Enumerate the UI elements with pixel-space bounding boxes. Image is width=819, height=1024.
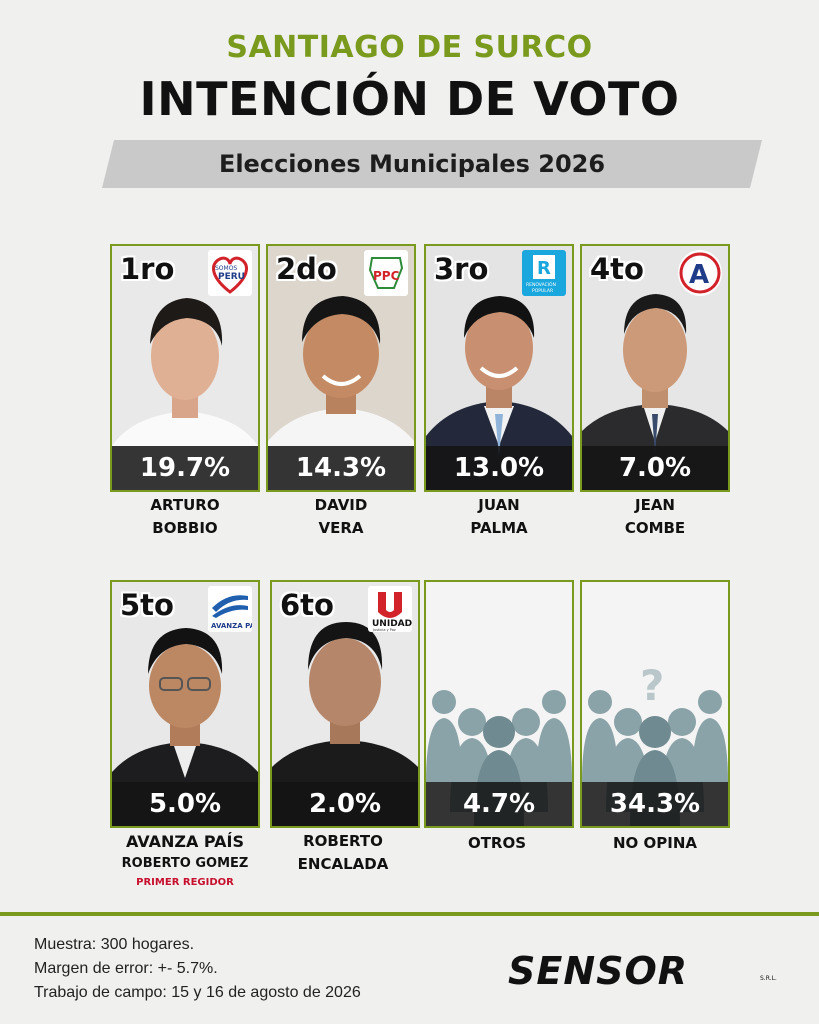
candidate-name-line2: ENCALADA xyxy=(297,855,389,873)
rank-label: 4to xyxy=(590,252,644,286)
candidate-name-line1: ARTURO xyxy=(150,496,220,514)
vote-percentage: 4.7% xyxy=(426,782,572,826)
ppc-logo: PPC xyxy=(364,250,408,296)
vote-percentage: 13.0% xyxy=(426,446,572,490)
logo-text: A xyxy=(689,260,709,290)
page-title: INTENCIÓN DE VOTO xyxy=(139,72,680,126)
candidate-card-3: 3ro R RENOVACIÓN POPULAR 13.0% xyxy=(424,244,574,492)
rank-label: 1ro xyxy=(120,252,175,286)
vote-percentage: 19.7% xyxy=(112,446,258,490)
candidate-name-line2: COMBE xyxy=(624,519,686,537)
candidate-name-line1: JEAN xyxy=(635,496,675,514)
candidate-name-line2: PALMA xyxy=(470,519,528,537)
candidate-name-line1: AVANZA PAÍS xyxy=(125,832,245,851)
logo-text: PPC xyxy=(373,269,400,283)
candidate-name-line1: DAVID xyxy=(314,496,368,514)
logo-text: RENOVACIÓN xyxy=(526,281,556,288)
logo-subtext: Justicia y Paz xyxy=(372,628,396,632)
regidor-note: PRIMER REGIDOR xyxy=(136,877,234,888)
candidate-name-line1: JUAN xyxy=(478,496,520,514)
candidate-name-line2: VERA xyxy=(318,519,364,537)
svg-text:?: ? xyxy=(640,661,664,710)
rank-label: 6to xyxy=(280,588,334,622)
no-opina-label: NO OPINA xyxy=(612,834,698,852)
rank-label: 5to xyxy=(120,588,174,622)
candidate-name-line1: ROBERTO xyxy=(303,832,383,850)
candidate-card-4: 4to A 7.0% xyxy=(580,244,730,492)
vote-percentage: 5.0% xyxy=(112,782,258,826)
candidate-name-line2: BOBBIO xyxy=(152,519,218,537)
alianza-logo: A xyxy=(678,250,722,296)
fieldwork-text: Trabajo de campo: 15 y 16 de agosto de 2… xyxy=(34,984,361,1001)
logo-text: POPULAR xyxy=(532,288,553,294)
logo-text: SOMOS xyxy=(215,265,237,272)
election-banner: Elecciones Municipales 2026 xyxy=(218,150,606,178)
banner-background xyxy=(102,140,762,188)
svg-text:R: R xyxy=(537,258,551,279)
vote-percentage: 34.3% xyxy=(582,782,728,826)
margin-text: Margen de error: +- 5.7%. xyxy=(34,960,218,977)
avanza-pais-logo: AVANZA PAÍS xyxy=(208,586,252,632)
footer-divider xyxy=(0,912,819,916)
logo-text: AVANZA PAÍS xyxy=(211,621,252,630)
brand-suffix: S.R.L. xyxy=(760,975,777,982)
vote-percentage: 7.0% xyxy=(582,446,728,490)
logo-text: PERU xyxy=(218,272,245,282)
district-title: SANTIAGO DE SURCO xyxy=(226,30,593,65)
somos-peru-logo: SOMOS PERU xyxy=(208,250,252,296)
sample-text: Muestra: 300 hogares. xyxy=(34,936,195,953)
no-opina-card: ? 34.3% xyxy=(580,580,730,828)
brand-name: SENSOR xyxy=(508,949,688,993)
rank-label: 2do xyxy=(276,252,337,286)
rank-label: 3ro xyxy=(434,252,489,286)
candidate-card-1: 1ro SOMOS PERU 19.7% xyxy=(110,244,260,492)
candidate-card-5: 5to AVANZA PAÍS 5.0% xyxy=(110,580,260,828)
others-card: 4.7% xyxy=(424,580,574,828)
candidate-card-6: 6to UNIDAD Justicia y Paz 2.0% xyxy=(270,580,420,828)
others-label: OTROS xyxy=(467,834,527,852)
candidate-card-2: 2do PPC 14.3% xyxy=(266,244,416,492)
logo-text: UNIDAD xyxy=(372,619,412,629)
candidate-name-line2: ROBERTO GOMEZ xyxy=(121,856,249,871)
renovacion-popular-logo: R RENOVACIÓN POPULAR xyxy=(522,250,566,296)
unidad-logo: UNIDAD Justicia y Paz xyxy=(368,586,412,632)
vote-percentage: 14.3% xyxy=(268,446,414,490)
sensor-logo: SENSOR S.R.L. xyxy=(508,946,778,994)
vote-percentage: 2.0% xyxy=(272,782,418,826)
